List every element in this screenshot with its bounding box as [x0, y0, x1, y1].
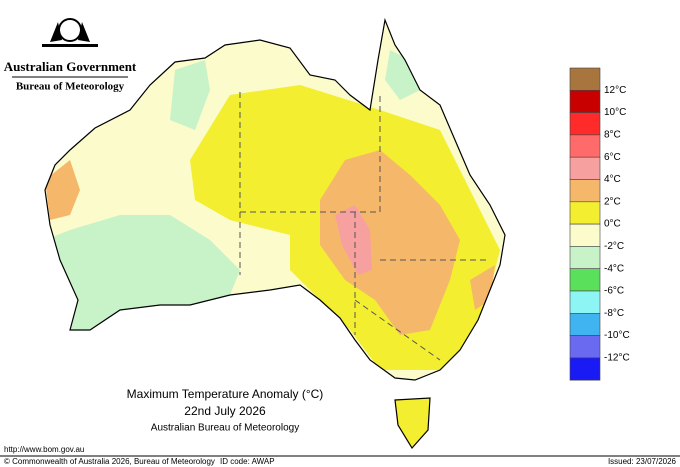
- legend-swatch: [569, 290, 601, 314]
- map-date: 22nd July 2026: [184, 404, 266, 418]
- legend-label: 8°C: [604, 130, 621, 141]
- legend-label: -10°C: [604, 330, 630, 341]
- legend-swatch: [569, 312, 601, 336]
- legend-label: -8°C: [604, 308, 624, 319]
- legend-label: 10°C: [604, 107, 626, 118]
- footer-url: http://www.bom.gov.au: [4, 445, 84, 454]
- legend-swatch: [569, 268, 601, 292]
- agency-name: Bureau of Meteorology: [16, 81, 125, 93]
- legend-label: -2°C: [604, 241, 624, 252]
- legend-swatch: [569, 90, 601, 113]
- legend-label: 0°C: [604, 219, 621, 230]
- legend-label: 2°C: [604, 196, 621, 207]
- footer-issued: Issued: 23/07/2026: [608, 457, 677, 466]
- tasmania: [394, 397, 431, 450]
- legend-swatch: [569, 67, 601, 91]
- legend-swatch: [569, 179, 601, 203]
- legend-label: -4°C: [604, 263, 624, 274]
- legend-label: -12°C: [604, 353, 630, 364]
- legend-label: 6°C: [604, 152, 621, 163]
- footer-copyright: © Commonwealth of Australia 2026, Bureau…: [4, 457, 215, 466]
- legend-swatch: [569, 223, 601, 247]
- footer-id: ID code: AWAP: [220, 457, 275, 466]
- legend-swatch: [569, 112, 601, 136]
- legend-label: 4°C: [604, 174, 621, 185]
- coastline: [44, 17, 506, 381]
- legend-swatch: [569, 335, 601, 359]
- legend: 12°C 10°C 8°C 6°C 4°C 2°C 0°C -2°C -4°C -6°C -8°C -…: [569, 67, 630, 381]
- legend-swatch: [569, 156, 601, 180]
- crest: [42, 18, 98, 47]
- state-borders: [239, 92, 490, 361]
- map-source: Australian Bureau of Meteorology: [151, 423, 299, 434]
- legend-label: 12°C: [604, 85, 626, 96]
- legend-swatch: [569, 357, 601, 381]
- legend-swatch: [569, 201, 601, 225]
- legend-swatch: [569, 246, 601, 269]
- legend-label: -6°C: [604, 286, 624, 297]
- legend-swatch: [569, 134, 601, 158]
- government-name: Australian Government: [4, 59, 137, 74]
- map-title: Maximum Temperature Anomaly (°C): [127, 387, 324, 401]
